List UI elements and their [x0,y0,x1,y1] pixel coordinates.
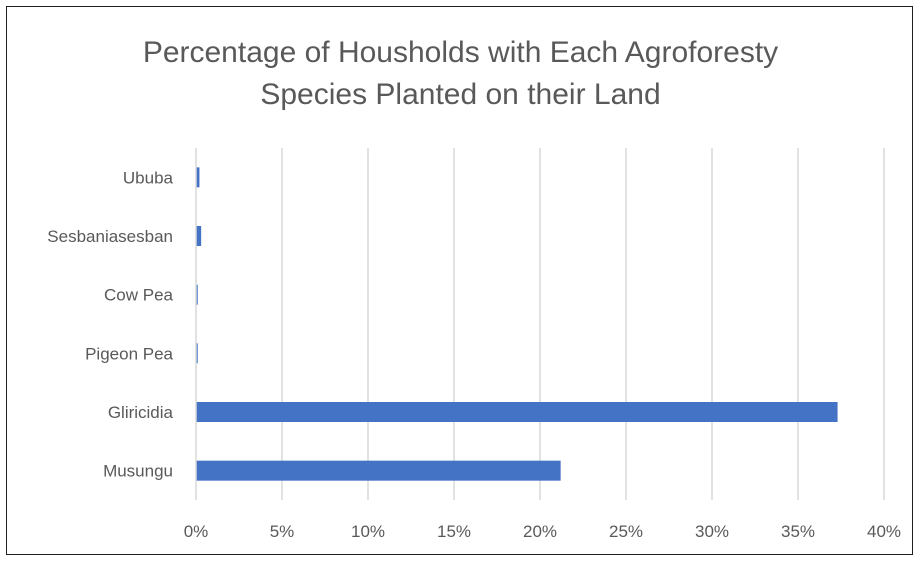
x-tick-label: 25% [609,522,643,541]
x-tick-label: 30% [695,522,729,541]
bar-cow-pea [196,284,198,305]
bar-pigeon-pea [196,343,198,364]
x-tick-label: 10% [351,522,385,541]
x-axis-tick-labels: 0% 5% 10% 15% 20% 25% 30% 35% 40% [184,522,901,541]
category-label: Gliricidia [108,403,174,422]
bar-musungu [196,460,561,481]
category-label: Sesbaniasesban [47,227,173,246]
category-label: Musungu [103,462,173,481]
x-tick-label: 5% [270,522,295,541]
x-tick-label: 20% [523,522,557,541]
category-label: Ububa [123,168,174,187]
x-tick-label: 35% [781,522,815,541]
chart-title-line-2: Species Planted on their Land [260,78,661,111]
x-tick-label: 15% [437,522,471,541]
bar-sesbaniasesban [196,226,202,246]
category-label: Cow Pea [104,286,174,305]
bars [196,167,838,481]
x-tick-label: 40% [867,522,901,541]
category-label: Pigeon Pea [85,344,173,363]
gridlines [281,148,885,500]
chart-title-line-1: Percentage of Housholds with Each Agrofo… [142,36,779,69]
x-tick-label: 0% [184,522,209,541]
category-labels: Ububa Sesbaniasesban Cow Pea Pigeon Pea Glir… [47,168,173,480]
chart-title: Percentage of Housholds with Each Agrofo… [0,32,921,116]
bar-gliricidia [196,402,838,422]
bar-ububa [196,167,200,188]
